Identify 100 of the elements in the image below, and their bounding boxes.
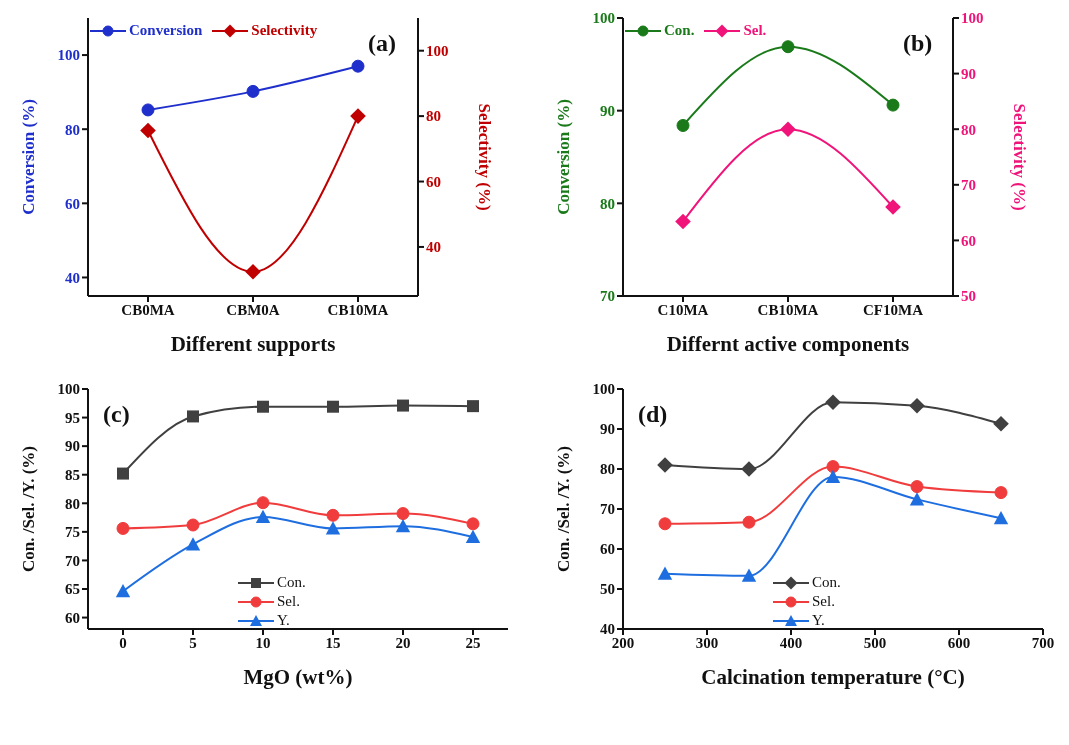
y-axis-title: Conversion (%) bbox=[554, 99, 574, 215]
x-axis-title: Different supports bbox=[170, 332, 336, 356]
x-tick-label: 20 bbox=[395, 634, 411, 651]
point bbox=[117, 467, 129, 480]
legend-label: Sel. bbox=[277, 593, 300, 610]
x-tick-label: 5 bbox=[189, 634, 197, 651]
point bbox=[825, 394, 841, 410]
point bbox=[742, 515, 756, 529]
point bbox=[780, 121, 796, 137]
legend-label: Conversion bbox=[129, 22, 203, 39]
y-tick-label: 100 bbox=[57, 47, 80, 64]
y-tick-label: 60 bbox=[600, 541, 615, 558]
point bbox=[327, 400, 339, 413]
y-tick-label: 100 bbox=[592, 381, 615, 398]
legend-label: Selectivity bbox=[251, 22, 318, 39]
point bbox=[467, 400, 479, 413]
y-tick-label: 70 bbox=[65, 552, 80, 569]
point bbox=[994, 486, 1008, 500]
y2-tick-label: 60 bbox=[961, 232, 976, 249]
point bbox=[187, 410, 199, 423]
x-tick-label: 25 bbox=[465, 634, 481, 651]
point bbox=[140, 122, 156, 139]
y-tick-label: 90 bbox=[65, 438, 80, 455]
point bbox=[397, 399, 409, 412]
point bbox=[910, 480, 924, 494]
point bbox=[350, 108, 366, 124]
y-tick-label: 80 bbox=[65, 495, 80, 512]
point bbox=[185, 537, 201, 551]
x-tick-label: 600 bbox=[947, 634, 971, 651]
x-axis-title: Calcination temperature (°C) bbox=[701, 665, 965, 689]
y2-tick-label: 50 bbox=[961, 288, 976, 305]
point bbox=[993, 511, 1009, 525]
y-tick-label: 70 bbox=[600, 501, 615, 518]
point bbox=[993, 416, 1009, 432]
x-tick-label: 10 bbox=[255, 634, 271, 651]
x-tick-label: CBM0A bbox=[226, 301, 280, 318]
point bbox=[255, 509, 271, 523]
point bbox=[909, 492, 925, 506]
point bbox=[675, 213, 691, 230]
y-tick-label: 60 bbox=[65, 195, 80, 212]
y2-tick-label: 70 bbox=[961, 177, 976, 194]
point bbox=[781, 40, 795, 54]
point bbox=[885, 199, 901, 215]
point bbox=[326, 508, 340, 522]
point bbox=[825, 469, 841, 483]
y2-axis-title: Selectivity (%) bbox=[474, 103, 494, 211]
y2-tick-label: 80 bbox=[426, 108, 441, 125]
y2-tick-label: 40 bbox=[426, 239, 441, 256]
annotation: (a) bbox=[368, 30, 396, 57]
legend-label: Con. bbox=[812, 574, 841, 591]
y-tick-label: 80 bbox=[600, 195, 615, 212]
point bbox=[886, 98, 900, 112]
x-tick-label: 0 bbox=[119, 634, 127, 651]
y-tick-label: 40 bbox=[65, 269, 80, 286]
y2-tick-label: 100 bbox=[961, 10, 984, 27]
y-tick-label: 100 bbox=[57, 381, 80, 398]
point bbox=[676, 118, 690, 132]
y-tick-label: 60 bbox=[65, 609, 80, 626]
x-tick-label: CF10MA bbox=[863, 301, 924, 318]
legend-label: Con. bbox=[664, 22, 695, 39]
point bbox=[115, 584, 131, 598]
point bbox=[351, 59, 365, 73]
x-tick-label: CB0MA bbox=[121, 301, 175, 318]
y-axis-title: Con. /Sel. /Y. (%) bbox=[19, 446, 39, 572]
annotation: (b) bbox=[903, 30, 933, 57]
x-tick-label: CB10MA bbox=[757, 301, 819, 318]
x-tick-label: 500 bbox=[863, 634, 887, 651]
y-tick-label: 85 bbox=[65, 467, 80, 484]
y2-tick-label: 100 bbox=[426, 43, 449, 60]
point bbox=[141, 103, 155, 117]
point bbox=[657, 566, 673, 580]
point bbox=[741, 568, 757, 582]
legend-label: Sel. bbox=[743, 22, 767, 39]
y-axis-title: Conversion (%) bbox=[19, 99, 39, 215]
y-tick-label: 70 bbox=[600, 288, 615, 305]
y-tick-label: 80 bbox=[65, 121, 80, 138]
x-axis-title: Differnt active components bbox=[666, 332, 910, 356]
point bbox=[395, 518, 411, 533]
y-tick-label: 100 bbox=[592, 10, 615, 27]
legend-label: Con. bbox=[277, 574, 306, 591]
point bbox=[909, 398, 925, 414]
point bbox=[465, 529, 481, 543]
point bbox=[325, 521, 341, 535]
x-tick-label: 15 bbox=[325, 634, 341, 651]
legend-label: Y. bbox=[277, 612, 290, 629]
y2-tick-label: 60 bbox=[426, 173, 441, 190]
point bbox=[826, 460, 840, 474]
y-axis-title: Con. /Sel. /Y. (%) bbox=[554, 446, 574, 572]
y2-tick-label: 80 bbox=[961, 121, 976, 138]
legend-label: Y. bbox=[812, 612, 825, 629]
y-tick-label: 65 bbox=[65, 581, 80, 598]
point bbox=[257, 400, 269, 413]
x-tick-label: 300 bbox=[695, 634, 719, 651]
y2-axis-title: Selectivity (%) bbox=[1009, 103, 1029, 211]
annotation: (d) bbox=[638, 401, 668, 428]
y-tick-label: 75 bbox=[65, 524, 80, 541]
y-tick-label: 95 bbox=[65, 409, 80, 426]
annotation: (c) bbox=[103, 401, 130, 428]
y-tick-label: 90 bbox=[600, 102, 615, 119]
point bbox=[396, 507, 410, 521]
